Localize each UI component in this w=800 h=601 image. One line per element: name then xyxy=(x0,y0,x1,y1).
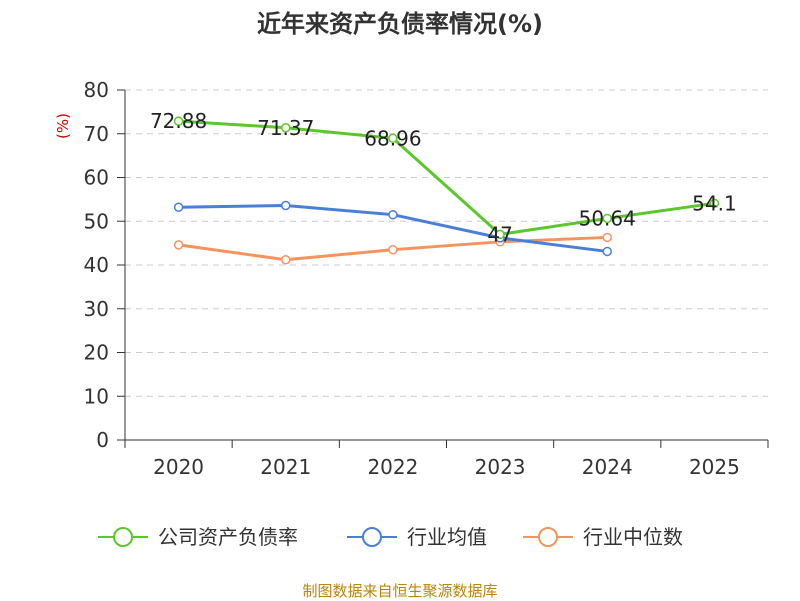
source-note: 制图数据来自恒生聚源数据库 xyxy=(302,582,498,600)
y-tick-label: 0 xyxy=(96,428,109,452)
data-point xyxy=(281,200,291,211)
data-point xyxy=(602,246,612,257)
data-label: 47 xyxy=(487,222,512,246)
data-point xyxy=(388,209,398,220)
y-tick-label: 60 xyxy=(84,166,109,190)
y-tick-label: 80 xyxy=(84,78,109,102)
data-point xyxy=(602,232,612,243)
data-point xyxy=(602,213,612,224)
x-tick-label: 2021 xyxy=(260,455,311,479)
legend-item-2: 行业中位数 xyxy=(523,525,683,549)
data-point xyxy=(281,255,291,265)
data-labels: 72.88 71.37 68.96 47 50.64 54.1 xyxy=(150,109,737,246)
data-point xyxy=(281,123,291,133)
data-label: 68.96 xyxy=(364,126,421,150)
y-tick-label: 40 xyxy=(84,253,109,277)
data-label: 54.1 xyxy=(692,191,737,215)
data-label: 50.64 xyxy=(579,206,636,230)
x-tick-label: 2023 xyxy=(475,455,526,479)
x-tick-label: 2022 xyxy=(367,455,418,479)
axes: 0 10 20 30 40 50 60 70 80 2020 2021 2022 2023 2024 202… xyxy=(54,78,769,479)
y-axis-unit: (%) xyxy=(54,113,72,139)
legend-label: 公司资产负债率 xyxy=(158,525,298,549)
x-tick-label: 2025 xyxy=(689,455,740,479)
series-line-0 xyxy=(178,119,715,236)
data-point xyxy=(173,240,184,250)
x-tick-label: 2024 xyxy=(582,455,633,479)
legend-marker xyxy=(113,527,133,547)
data-point xyxy=(173,116,184,126)
data-point xyxy=(709,198,720,209)
legend-marker xyxy=(362,527,382,547)
legend-item-0: 公司资产负债率 xyxy=(98,525,298,549)
chart-title: 近年来资产负债率情况(%) xyxy=(257,10,543,38)
y-tick-label: 50 xyxy=(84,209,109,233)
data-label: 71.37 xyxy=(257,116,314,140)
data-point xyxy=(388,133,398,144)
legend-label: 行业均值 xyxy=(407,525,487,549)
legend: 公司资产负债率 行业均值 行业中位数 xyxy=(98,525,683,549)
y-tick-label: 10 xyxy=(84,384,109,408)
x-tick-label: 2020 xyxy=(153,455,204,479)
grid-lines xyxy=(125,89,768,397)
data-point xyxy=(173,202,184,212)
legend-item-1: 行业均值 xyxy=(347,525,487,549)
data-label: 72.88 xyxy=(150,109,207,133)
y-tick-label: 30 xyxy=(84,297,109,321)
legend-marker xyxy=(538,527,558,547)
y-tick-label: 20 xyxy=(84,341,109,365)
legend-label: 行业中位数 xyxy=(583,525,683,549)
data-point xyxy=(388,244,398,255)
y-tick-label: 70 xyxy=(84,122,109,146)
data-point xyxy=(495,229,505,240)
series-lines xyxy=(173,116,720,265)
